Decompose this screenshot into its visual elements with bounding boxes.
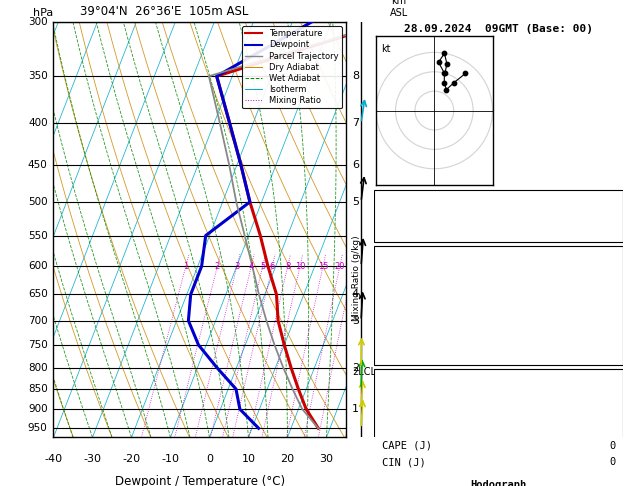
Bar <box>374 190 623 242</box>
Text: 4: 4 <box>248 262 254 271</box>
Text: -40: -40 <box>45 454 62 464</box>
Text: 27: 27 <box>603 268 615 278</box>
Text: © weatheronline.co.uk: © weatheronline.co.uk <box>442 424 555 433</box>
Text: 6: 6 <box>609 424 615 434</box>
Text: -20: -20 <box>123 454 140 464</box>
Bar <box>374 246 623 364</box>
Text: 2: 2 <box>352 363 359 373</box>
Text: 0: 0 <box>609 335 615 345</box>
Text: 11.7: 11.7 <box>590 285 615 295</box>
Text: 2LCL: 2LCL <box>352 367 376 377</box>
Text: K: K <box>382 195 388 206</box>
Text: 450: 450 <box>28 160 48 170</box>
Text: 0: 0 <box>609 441 615 451</box>
Point <box>442 86 452 93</box>
Text: 30: 30 <box>320 454 333 464</box>
Text: 850: 850 <box>28 384 48 394</box>
Text: 900: 900 <box>28 404 48 414</box>
Text: 15: 15 <box>318 262 328 271</box>
Text: 1.24: 1.24 <box>590 229 615 239</box>
Text: 20: 20 <box>281 454 294 464</box>
Text: CIN (J): CIN (J) <box>382 457 425 468</box>
Point <box>442 60 452 68</box>
Legend: Temperature, Dewpoint, Parcel Trajectory, Dry Adiabat, Wet Adiabat, Isotherm, Mi: Temperature, Dewpoint, Parcel Trajectory… <box>242 26 342 108</box>
Text: Hodograph: Hodograph <box>470 480 526 486</box>
Text: Dewpoint / Temperature (°C): Dewpoint / Temperature (°C) <box>114 475 285 486</box>
Text: 0: 0 <box>206 454 213 464</box>
Text: 6: 6 <box>352 160 359 170</box>
Text: -10: -10 <box>162 454 179 464</box>
Text: Mixing Ratio (g/kg): Mixing Ratio (g/kg) <box>352 235 361 321</box>
Point <box>439 69 449 77</box>
Text: Lifted Index: Lifted Index <box>382 318 457 328</box>
Text: 950: 950 <box>28 423 48 433</box>
Text: Most Unstable: Most Unstable <box>458 374 539 384</box>
Text: 326: 326 <box>596 301 615 312</box>
Text: 400: 400 <box>28 118 48 128</box>
Text: kt: kt <box>381 44 391 54</box>
Text: 300: 300 <box>28 17 48 27</box>
Text: CAPE (J): CAPE (J) <box>382 441 431 451</box>
Text: 0: 0 <box>609 351 615 362</box>
Point <box>460 69 470 77</box>
Text: km
ASL: km ASL <box>389 0 408 17</box>
Text: θₑ(K): θₑ(K) <box>382 301 413 312</box>
Text: Totals Totals: Totals Totals <box>382 212 463 222</box>
Text: 7: 7 <box>352 118 359 128</box>
Bar <box>374 475 623 486</box>
Text: 4: 4 <box>352 290 359 299</box>
Text: 6: 6 <box>270 262 275 271</box>
Text: -30: -30 <box>84 454 101 464</box>
Text: 3: 3 <box>352 315 359 326</box>
Text: 550: 550 <box>28 230 48 241</box>
Text: 30: 30 <box>603 212 615 222</box>
Text: CIN (J): CIN (J) <box>382 351 425 362</box>
Text: 6: 6 <box>609 318 615 328</box>
Text: 3: 3 <box>234 262 240 271</box>
Text: 10: 10 <box>242 454 255 464</box>
Text: Dewp (°C): Dewp (°C) <box>382 285 438 295</box>
Text: hPa: hPa <box>33 8 53 17</box>
Text: 998: 998 <box>596 391 615 401</box>
Text: 20: 20 <box>335 262 345 271</box>
Text: 326: 326 <box>596 407 615 417</box>
Text: 10: 10 <box>295 262 305 271</box>
Text: 8: 8 <box>352 71 359 81</box>
Text: Lifted Index: Lifted Index <box>382 424 457 434</box>
Text: 39°04'N  26°36'E  105m ASL: 39°04'N 26°36'E 105m ASL <box>81 5 249 17</box>
Point <box>433 58 443 66</box>
Text: 600: 600 <box>28 261 48 271</box>
Text: 2: 2 <box>214 262 220 271</box>
Text: 750: 750 <box>28 340 48 350</box>
Text: 28.09.2024  09GMT (Base: 00): 28.09.2024 09GMT (Base: 00) <box>404 24 593 34</box>
Point <box>440 69 450 77</box>
Text: PW (cm): PW (cm) <box>382 229 425 239</box>
Text: 5: 5 <box>352 197 359 207</box>
Text: 0: 0 <box>609 457 615 468</box>
Bar <box>374 369 623 470</box>
Text: θₑ (K): θₑ (K) <box>382 407 419 417</box>
Text: Surface: Surface <box>477 252 520 261</box>
Point <box>439 79 449 87</box>
Text: 650: 650 <box>28 290 48 299</box>
Point <box>448 79 459 87</box>
Text: 800: 800 <box>28 363 48 373</box>
Text: Temp (°C): Temp (°C) <box>382 268 438 278</box>
Text: 700: 700 <box>28 315 48 326</box>
Text: 8: 8 <box>285 262 291 271</box>
Text: CAPE (J): CAPE (J) <box>382 335 431 345</box>
Text: -1: -1 <box>603 195 615 206</box>
Text: Pressure (mb): Pressure (mb) <box>382 391 463 401</box>
Text: 1: 1 <box>183 262 189 271</box>
Text: 1: 1 <box>352 404 359 414</box>
Text: 500: 500 <box>28 197 48 207</box>
Text: 5: 5 <box>260 262 265 271</box>
Text: 350: 350 <box>28 71 48 81</box>
Point <box>440 50 450 57</box>
